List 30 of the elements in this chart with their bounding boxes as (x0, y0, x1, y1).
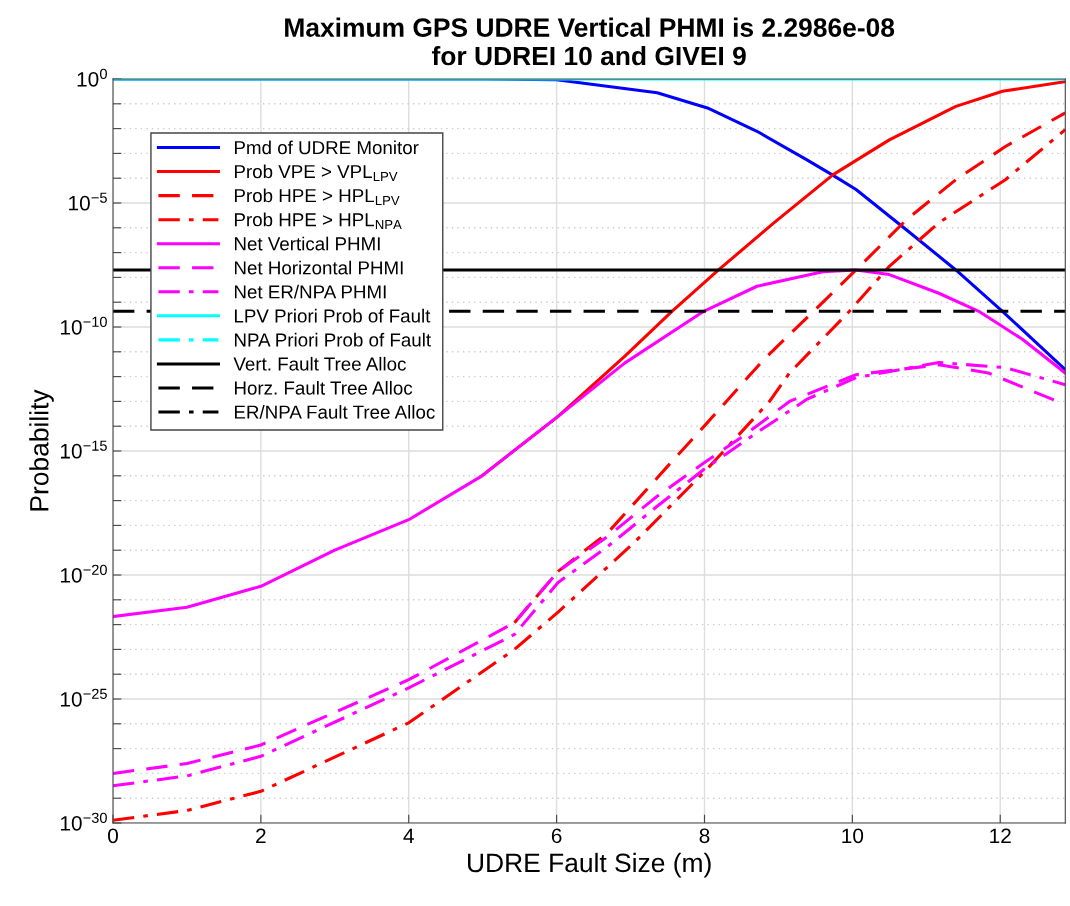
y-tick-label: 10$^{−5}$ (69, 192, 107, 211)
x-tick-label: 10 (842, 828, 864, 844)
x-axis-title: UDRE Fault Size (m) (468, 852, 711, 878)
chart-title: Maximum GPS UDRE Vertical PHMI is 2.2986e-08 for UDREI 10 and GIVEI 9 (285, 17, 895, 66)
legend-label: Pmd of UDRE Monitor (234, 140, 419, 155)
x-tick-label: 12 (990, 828, 1011, 843)
y-tick-label: 10$^{−15}$ (60, 440, 107, 459)
y-axis-title: Probability (29, 389, 54, 511)
legend-label: Horz. Fault Tree Alloc (234, 380, 413, 395)
x-tick-label: 8 (699, 828, 710, 844)
legend-label: Prob HPE > HPL$_{NPA}$ (234, 212, 402, 230)
legend-label: Vert. Fault Tree Alloc (233, 356, 406, 371)
legend-label: Prob VPE > VPL$_{LPV}$ (234, 164, 398, 182)
legend-label: Prob HPE > HPL$_{LPV}$ (234, 188, 400, 206)
x-tick-label: 2 (256, 828, 266, 843)
legend-label: ER/NPA Fault Tree Alloc (234, 404, 435, 419)
x-tick-label: 6 (551, 828, 562, 844)
y-tick-label: 10$^{−10}$ (60, 316, 107, 335)
legend-label: Net Vertical PHMI (234, 236, 380, 251)
legend-label: LPV Priori Prob of Fault (234, 308, 431, 323)
y-tick-label: 10$^{−20}$ (60, 564, 107, 583)
x-tick-label: 4 (403, 828, 414, 843)
legend-label: Net ER/NPA PHMI (234, 284, 386, 299)
legend-label: NPA Priori Prob of Fault (234, 332, 431, 347)
y-tick-label: 10$^{−30}$ (60, 812, 107, 831)
legend-label: Net Horizontal PHMI (234, 260, 403, 275)
x-tick-label: 0 (108, 828, 118, 844)
y-tick-label: 10$^{−25}$ (60, 688, 107, 707)
y-tick-label: 10$^{0}$ (77, 68, 107, 87)
line-series (512, 111, 1066, 625)
